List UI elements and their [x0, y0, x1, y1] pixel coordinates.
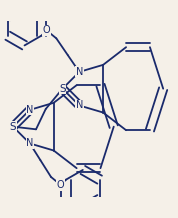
Text: O: O — [43, 26, 50, 35]
Text: S: S — [10, 122, 16, 132]
Text: N: N — [76, 100, 83, 111]
Text: O: O — [57, 180, 65, 190]
Text: N: N — [76, 67, 83, 77]
Text: N: N — [26, 105, 33, 115]
Text: S: S — [59, 84, 66, 94]
Text: N: N — [26, 138, 33, 148]
